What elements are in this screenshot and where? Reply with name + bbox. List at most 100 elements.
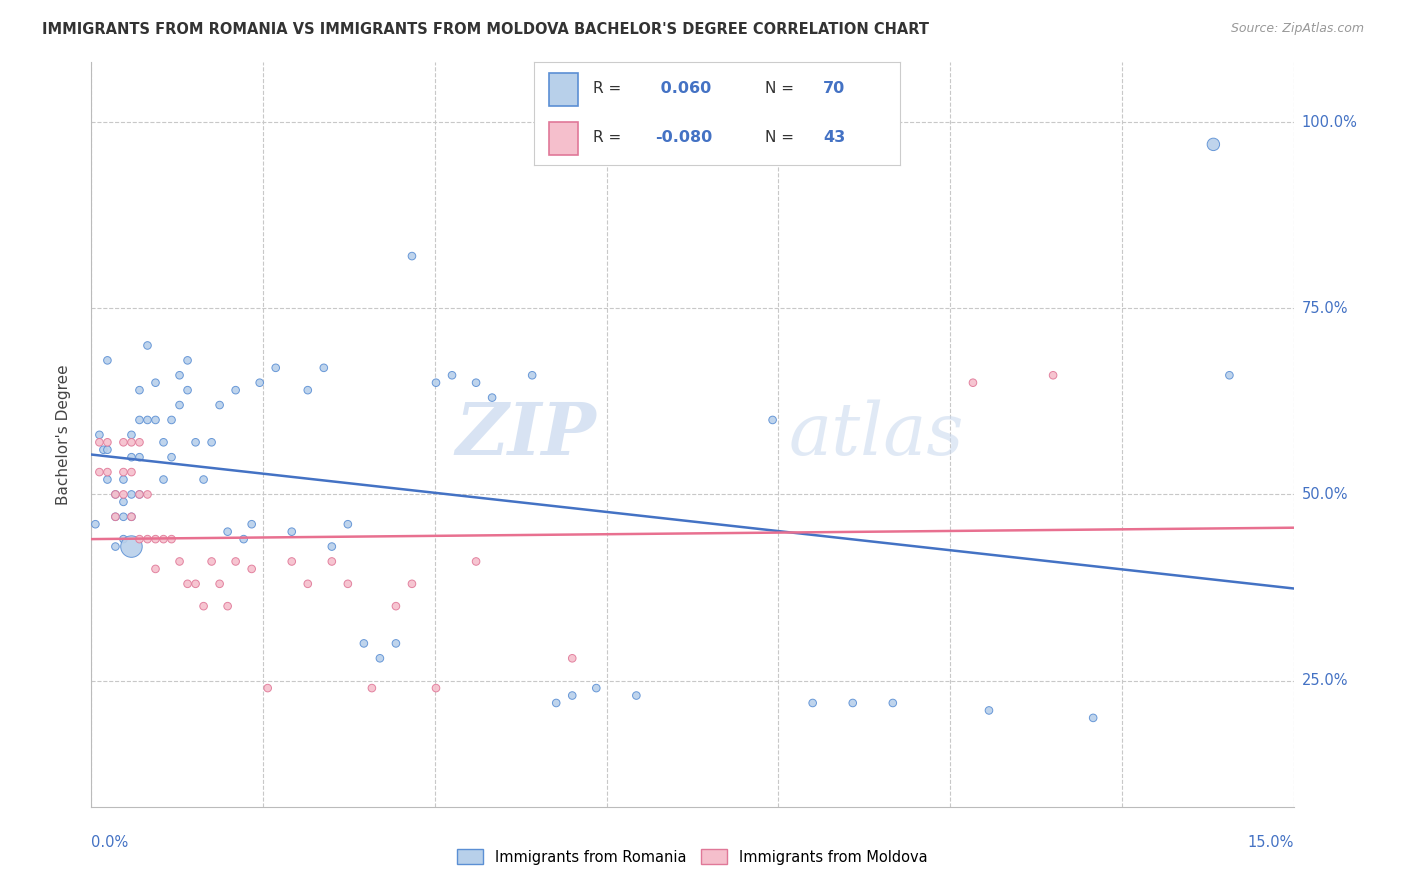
Point bbox=[169, 398, 191, 412]
Point bbox=[128, 383, 150, 397]
Text: 0.060: 0.060 bbox=[655, 80, 711, 95]
Point bbox=[121, 509, 143, 524]
Point bbox=[585, 681, 607, 695]
Point bbox=[217, 599, 239, 614]
Point bbox=[208, 398, 231, 412]
Point bbox=[385, 636, 408, 650]
Point bbox=[121, 540, 143, 554]
Point bbox=[89, 435, 111, 450]
Point bbox=[193, 473, 215, 487]
Point bbox=[121, 487, 143, 501]
Point bbox=[89, 428, 111, 442]
Point bbox=[1218, 368, 1240, 383]
Point bbox=[112, 435, 135, 450]
Point bbox=[962, 376, 984, 390]
Point bbox=[169, 368, 191, 383]
Point bbox=[96, 353, 118, 368]
Y-axis label: Bachelor's Degree: Bachelor's Degree bbox=[56, 365, 70, 505]
Point bbox=[104, 487, 127, 501]
Text: 50.0%: 50.0% bbox=[1302, 487, 1348, 502]
Point bbox=[321, 540, 343, 554]
Point bbox=[184, 577, 207, 591]
Text: 25.0%: 25.0% bbox=[1302, 673, 1348, 688]
Point bbox=[160, 413, 183, 427]
FancyBboxPatch shape bbox=[548, 122, 578, 155]
Point bbox=[281, 554, 304, 568]
Point bbox=[152, 532, 174, 546]
Point bbox=[208, 577, 231, 591]
Point bbox=[425, 376, 447, 390]
Point bbox=[104, 487, 127, 501]
Point bbox=[145, 376, 167, 390]
Point bbox=[440, 368, 463, 383]
Point bbox=[336, 577, 359, 591]
Text: N =: N = bbox=[765, 130, 793, 145]
Point bbox=[169, 554, 191, 568]
Point bbox=[176, 577, 198, 591]
Point bbox=[297, 577, 319, 591]
Point bbox=[297, 383, 319, 397]
Point bbox=[145, 532, 167, 546]
Point bbox=[481, 391, 503, 405]
Point bbox=[1202, 137, 1225, 152]
Point bbox=[465, 554, 488, 568]
Point bbox=[176, 383, 198, 397]
Point bbox=[152, 473, 174, 487]
Point bbox=[385, 599, 408, 614]
Point bbox=[112, 532, 135, 546]
Point bbox=[201, 435, 224, 450]
Point bbox=[546, 696, 568, 710]
Text: atlas: atlas bbox=[789, 400, 965, 470]
Point bbox=[96, 465, 118, 479]
Point bbox=[401, 577, 423, 591]
Point bbox=[762, 413, 785, 427]
Point bbox=[136, 532, 159, 546]
Point bbox=[104, 509, 127, 524]
Point bbox=[136, 338, 159, 352]
Point bbox=[425, 681, 447, 695]
Point bbox=[112, 465, 135, 479]
Point bbox=[160, 450, 183, 465]
Point bbox=[561, 651, 583, 665]
Point bbox=[104, 540, 127, 554]
Point bbox=[336, 517, 359, 532]
Text: -0.080: -0.080 bbox=[655, 130, 713, 145]
Point bbox=[240, 517, 263, 532]
Point bbox=[353, 636, 375, 650]
Point bbox=[128, 532, 150, 546]
Point bbox=[121, 450, 143, 465]
Text: ZIP: ZIP bbox=[456, 400, 596, 470]
Point bbox=[121, 435, 143, 450]
Point bbox=[96, 442, 118, 457]
Point bbox=[112, 487, 135, 501]
Point bbox=[112, 495, 135, 509]
Point bbox=[136, 413, 159, 427]
Point bbox=[281, 524, 304, 539]
Point bbox=[152, 435, 174, 450]
Point bbox=[93, 442, 115, 457]
Point bbox=[1042, 368, 1064, 383]
Point bbox=[121, 509, 143, 524]
Point bbox=[145, 413, 167, 427]
Point bbox=[128, 487, 150, 501]
Point bbox=[225, 383, 247, 397]
Point bbox=[89, 465, 111, 479]
Point bbox=[176, 353, 198, 368]
Point bbox=[360, 681, 382, 695]
Point bbox=[96, 473, 118, 487]
Point bbox=[201, 554, 224, 568]
Text: R =: R = bbox=[593, 80, 621, 95]
FancyBboxPatch shape bbox=[548, 73, 578, 105]
Point bbox=[249, 376, 271, 390]
Point bbox=[121, 465, 143, 479]
Point bbox=[368, 651, 391, 665]
Text: IMMIGRANTS FROM ROMANIA VS IMMIGRANTS FROM MOLDOVA BACHELOR'S DEGREE CORRELATION: IMMIGRANTS FROM ROMANIA VS IMMIGRANTS FR… bbox=[42, 22, 929, 37]
Point bbox=[626, 689, 648, 703]
Point bbox=[256, 681, 278, 695]
Text: 70: 70 bbox=[823, 80, 845, 95]
Point bbox=[136, 487, 159, 501]
Point bbox=[184, 435, 207, 450]
Point bbox=[977, 703, 1000, 717]
Point bbox=[561, 689, 583, 703]
Point bbox=[240, 562, 263, 576]
